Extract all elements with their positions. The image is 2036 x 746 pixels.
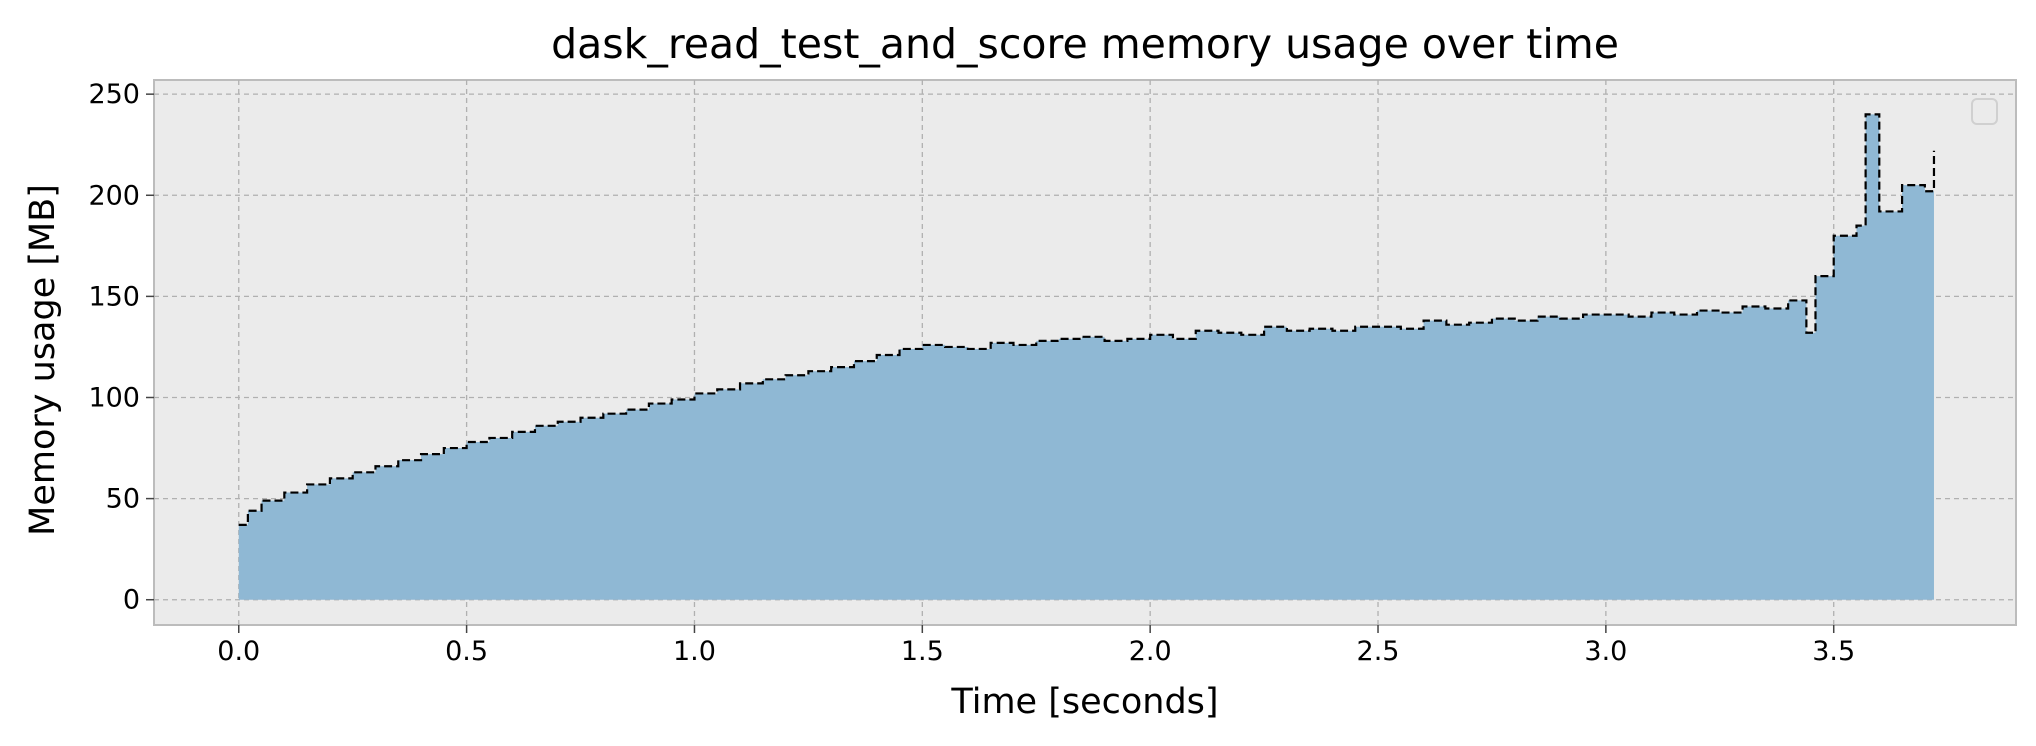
x-tick-label: 1.5 (901, 636, 944, 667)
x-tick-label: 0.5 (445, 636, 488, 667)
y-axis-label: Memory usage [MB] (23, 184, 63, 536)
y-axis-ticks: 0 50 100 150 200 250 (88, 79, 154, 616)
x-tick-label: 3.5 (1812, 636, 1855, 667)
x-tick-label: 1.0 (673, 636, 716, 667)
x-axis-ticks: 0.0 0.5 1.0 1.5 2.0 2.5 3.0 3.5 (217, 625, 1855, 667)
y-tick-label: 0 (123, 585, 140, 616)
legend-box (1971, 98, 1998, 125)
y-tick-label: 150 (88, 281, 140, 312)
y-tick-label: 200 (88, 180, 140, 211)
x-tick-label: 2.5 (1357, 636, 1400, 667)
y-tick-label: 100 (88, 382, 140, 413)
chart-title: dask_read_test_and_score memory usage ov… (551, 20, 1619, 68)
x-axis-label: Time [seconds] (950, 682, 1218, 722)
memory-line (238, 113, 1936, 526)
y-tick-label: 50 (106, 484, 140, 515)
x-tick-label: 2.0 (1129, 636, 1172, 667)
x-tick-label: 0.0 (217, 636, 260, 667)
x-tick-label: 3.0 (1584, 636, 1627, 667)
memory-area (238, 114, 1934, 600)
series-layer (238, 113, 1936, 600)
y-tick-label: 250 (88, 79, 140, 110)
